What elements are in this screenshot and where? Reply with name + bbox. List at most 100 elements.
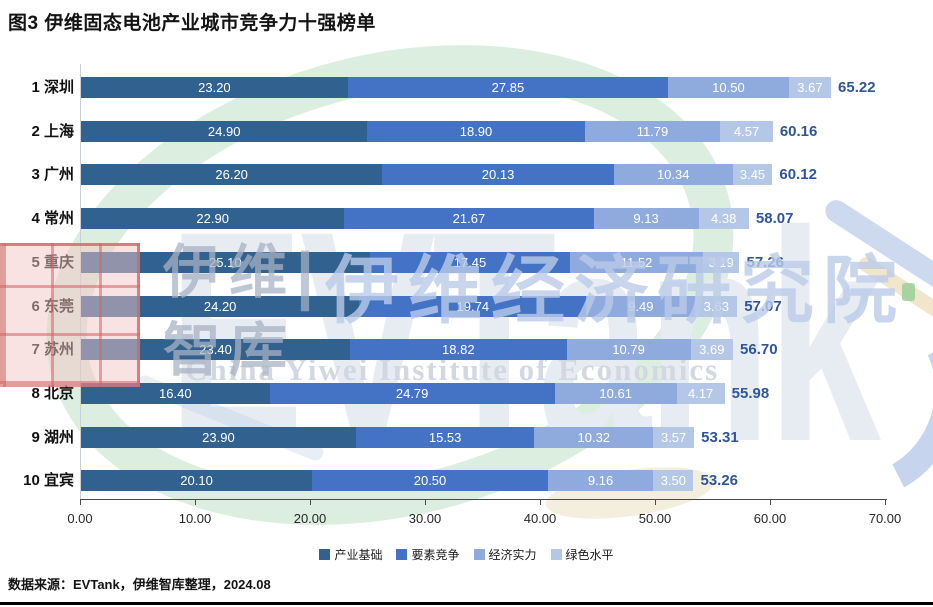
bar-segment-series2: 18.90 xyxy=(367,120,585,142)
legend-swatch xyxy=(396,549,408,560)
city-label: 7 苏州 xyxy=(31,341,74,359)
x-tick-mark xyxy=(655,500,656,505)
legend-label: 产业基础 xyxy=(334,548,383,562)
total-label: 60.12 xyxy=(779,166,817,184)
bar-segment-series4: 3.19 xyxy=(702,251,740,273)
bar-segment-series1: 24.90 xyxy=(81,120,368,142)
x-tick-label: 0.00 xyxy=(67,511,93,526)
bar-segment-series2: 15.53 xyxy=(355,426,535,448)
bar-segment-series1: 16.40 xyxy=(81,382,270,404)
legend-item: 绿色水平 xyxy=(550,546,614,563)
bar-row: 4 常州 22.90 21.67 9.13 4.38 58.07 xyxy=(0,208,933,230)
total-label: 53.31 xyxy=(701,428,739,446)
bar-segment-series3: 10.79 xyxy=(566,339,691,361)
x-tick-mark xyxy=(195,500,196,505)
x-tick-mark xyxy=(540,500,541,505)
bar-segment-series3: 10.50 xyxy=(668,77,789,98)
city-label: 4 常州 xyxy=(31,210,74,228)
bottom-border-line xyxy=(0,602,933,605)
x-axis-line xyxy=(80,499,887,500)
bar-segment-series4: 3.67 xyxy=(788,77,832,98)
legend-item: 要素竞争 xyxy=(396,546,460,563)
bar-stack: 22.90 21.67 9.13 4.38 xyxy=(81,208,749,230)
bar-segment-series3: 9.13 xyxy=(593,208,699,230)
city-label: 9 湖州 xyxy=(31,428,74,446)
city-label: 3 广州 xyxy=(31,166,74,184)
x-tick-mark xyxy=(885,500,886,505)
x-tick-label: 30.00 xyxy=(408,511,442,526)
bar-segment-series3: 10.32 xyxy=(534,426,654,448)
city-label: 10 宜宾 xyxy=(23,472,74,490)
bar-stack: 24.20 19.74 9.49 3.63 xyxy=(81,295,738,317)
bar-segment-series1: 22.90 xyxy=(81,208,345,230)
bar-segment-series3: 9.49 xyxy=(586,295,696,317)
legend-label: 经济实力 xyxy=(488,548,537,562)
x-tick-mark xyxy=(770,500,771,505)
bar-segment-series4: 4.57 xyxy=(720,120,773,142)
x-tick-label: 70.00 xyxy=(868,511,902,526)
watermark-institute-cn: 伊维经济研究院 xyxy=(325,249,906,332)
total-label: 60.16 xyxy=(779,122,818,140)
bar-row: 3 广州 26.20 20.13 10.34 3.45 60.12 xyxy=(0,164,933,186)
bar-segment-series2: 17.45 xyxy=(369,251,571,273)
bar-segment-series1: 25.10 xyxy=(81,251,370,273)
total-label: 57.07 xyxy=(744,297,782,315)
bar-segment-series4: 4.38 xyxy=(698,208,749,230)
bar-stack: 26.20 20.13 10.34 3.45 xyxy=(81,164,773,186)
bar-segment-series4: 3.50 xyxy=(653,470,694,492)
bar-segment-series1: 23.20 xyxy=(81,77,348,98)
bar-row: 2 上海 24.90 18.90 11.79 4.57 60.16 xyxy=(0,120,933,142)
city-label: 5 重庆 xyxy=(31,253,74,271)
x-tick-mark xyxy=(425,500,426,505)
bar-segment-series4: 3.57 xyxy=(653,426,695,448)
bar-row: 7 苏州 23.40 18.82 10.79 3.69 56.70 xyxy=(0,339,933,361)
bar-segment-series4: 3.69 xyxy=(690,339,734,361)
bar-segment-series2: 21.67 xyxy=(344,208,594,230)
bar-segment-series3: 11.52 xyxy=(570,251,703,273)
bar-segment-series2: 24.79 xyxy=(269,382,555,404)
bar-stack: 24.90 18.90 11.79 4.57 xyxy=(81,120,773,142)
bar-row: 10 宜宾 20.10 20.50 9.16 3.50 53.26 xyxy=(0,470,933,492)
bar-stack: 20.10 20.50 9.16 3.50 xyxy=(81,470,694,492)
bar-row: 6 东莞 24.20 19.74 9.49 3.63 57.07 xyxy=(0,295,933,317)
total-label: 56.70 xyxy=(740,341,778,359)
bar-row: 5 重庆 25.10 17.45 11.52 3.19 57.26 xyxy=(0,251,933,273)
bar-segment-series4: 4.17 xyxy=(676,382,725,404)
bar-stack: 25.10 17.45 11.52 3.19 xyxy=(81,251,740,273)
bar-stack: 23.40 18.82 10.79 3.69 xyxy=(81,339,734,361)
bar-row: 1 深圳 23.20 27.85 10.50 3.67 65.22 xyxy=(0,77,933,98)
x-tick-label: 20.00 xyxy=(293,511,327,526)
total-label: 53.26 xyxy=(700,472,739,490)
bar-segment-series3: 10.34 xyxy=(613,164,733,186)
bar-segment-series3: 10.61 xyxy=(554,382,677,404)
bar-segment-series1: 23.90 xyxy=(81,426,356,448)
bar-segment-series1: 24.20 xyxy=(81,295,360,317)
bar-segment-series1: 20.10 xyxy=(81,470,313,492)
city-label: 6 东莞 xyxy=(31,297,74,315)
bar-segment-series2: 20.50 xyxy=(312,470,548,492)
legend-swatch xyxy=(473,549,485,560)
x-tick-label: 60.00 xyxy=(753,511,787,526)
total-label: 57.26 xyxy=(746,253,785,271)
bar-segment-series4: 3.63 xyxy=(695,295,738,317)
total-label: 58.07 xyxy=(755,210,794,228)
city-label: 1 深圳 xyxy=(31,79,74,96)
bar-stack: 16.40 24.79 10.61 4.17 xyxy=(81,382,725,404)
x-tick-mark xyxy=(80,500,81,505)
legend-label: 绿色水平 xyxy=(565,548,614,562)
bar-row: 9 湖州 23.90 15.53 10.32 3.57 53.31 xyxy=(0,426,933,448)
bar-segment-series3: 11.79 xyxy=(584,120,721,142)
bar-stack: 23.90 15.53 10.32 3.57 xyxy=(81,426,695,448)
legend-swatch xyxy=(319,549,331,560)
source-note: 数据来源：EVTank，伊维智库整理，2024.08 xyxy=(8,577,271,592)
bar-segment-series2: 20.13 xyxy=(382,164,614,186)
bar-segment-series1: 23.40 xyxy=(81,339,351,361)
total-label: 55.98 xyxy=(731,384,770,402)
legend-item: 产业基础 xyxy=(319,546,382,563)
bar-row: 8 北京 16.40 24.79 10.61 4.17 55.98 xyxy=(0,382,933,404)
city-label: 2 上海 xyxy=(31,122,74,140)
chart-title: 图3 伊维固态电池产业城市竞争力十强榜单 xyxy=(8,13,376,34)
legend-item: 经济实力 xyxy=(473,546,537,563)
legend-label: 要素竞争 xyxy=(411,548,460,562)
legend-swatch xyxy=(550,549,562,560)
